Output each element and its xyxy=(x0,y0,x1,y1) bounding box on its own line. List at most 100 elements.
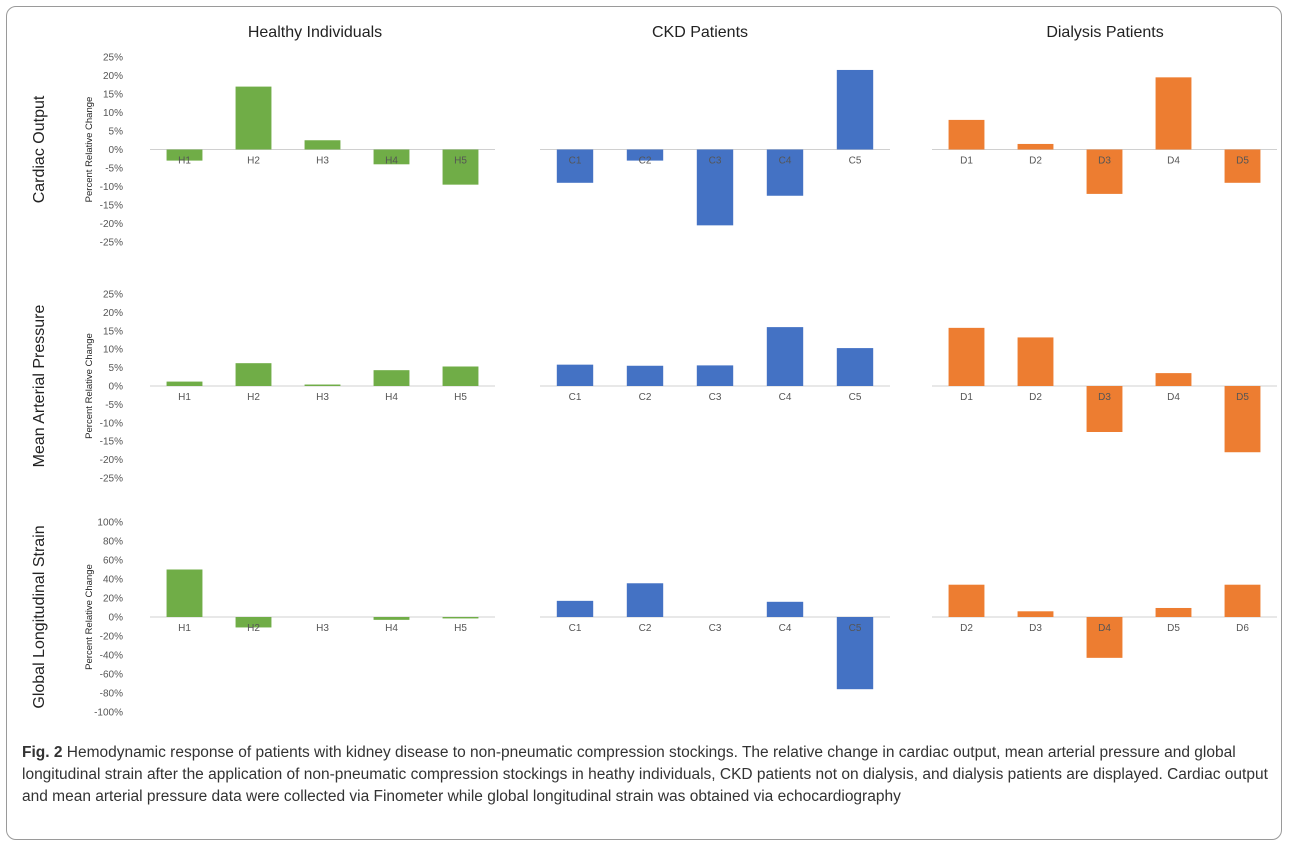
category-label: H5 xyxy=(454,392,467,403)
category-label: C5 xyxy=(849,156,862,167)
y-tick-label: 15% xyxy=(103,90,123,101)
y-tick-label: -20% xyxy=(100,219,123,230)
bar-d1 xyxy=(948,119,985,150)
category-label: D4 xyxy=(1167,392,1180,403)
bar-c5 xyxy=(836,348,874,386)
category-label: H3 xyxy=(316,392,329,403)
bar-d3 xyxy=(1017,611,1054,617)
y-tick-label: 60% xyxy=(103,556,123,567)
bar-h3 xyxy=(304,140,341,150)
y-tick-label: -100% xyxy=(94,708,123,719)
category-label: C5 xyxy=(849,392,862,403)
bar-h1 xyxy=(166,149,203,161)
category-label: C3 xyxy=(709,392,722,403)
row-title: Cardiac Output xyxy=(31,95,48,203)
y-tick-label: 40% xyxy=(103,575,123,586)
y-tick-label: 0% xyxy=(109,613,124,624)
category-label: C1 xyxy=(569,623,582,634)
column-title: Dialysis Patients xyxy=(1046,24,1163,41)
category-label: H1 xyxy=(178,392,191,403)
figure-label: Fig. 2 xyxy=(22,744,63,761)
y-tick-label: -60% xyxy=(100,670,123,681)
y-tick-label: -5% xyxy=(105,164,123,175)
y-tick-label: -20% xyxy=(100,632,123,643)
bar-d3 xyxy=(1086,149,1123,194)
bar-h2 xyxy=(235,363,272,386)
y-axis-label: Percent Relative Change xyxy=(84,564,95,670)
category-label: H2 xyxy=(247,392,260,403)
bar-c4 xyxy=(766,149,804,196)
y-tick-label: -5% xyxy=(105,400,123,411)
bar-d5 xyxy=(1224,149,1261,183)
category-label: H3 xyxy=(316,156,329,167)
y-tick-label: 10% xyxy=(103,345,123,356)
bar-c1 xyxy=(556,600,594,617)
bar-d5 xyxy=(1224,386,1261,453)
category-label: H1 xyxy=(178,623,191,634)
bar-c3 xyxy=(696,149,734,226)
y-tick-label: -25% xyxy=(100,238,123,249)
category-label: H1 xyxy=(178,156,191,167)
category-label: D1 xyxy=(960,156,973,167)
row-title: Global Longitudinal Strain xyxy=(31,525,48,708)
y-tick-label: -25% xyxy=(100,474,123,485)
category-label: D5 xyxy=(1236,156,1249,167)
bar-d3 xyxy=(1086,386,1123,432)
figure-caption: Fig. 2 Hemodynamic response of patients … xyxy=(22,742,1272,808)
category-label: C2 xyxy=(639,392,652,403)
y-tick-label: -20% xyxy=(100,455,123,466)
bar-d2 xyxy=(1017,337,1054,386)
category-label: D3 xyxy=(1029,623,1042,634)
row-title: Mean Arterial Pressure xyxy=(31,305,48,468)
category-label: C4 xyxy=(779,392,792,403)
caption-text: Hemodynamic response of patients with ki… xyxy=(22,744,1268,805)
y-tick-label: -10% xyxy=(100,182,123,193)
bar-c2 xyxy=(626,365,664,386)
bar-c1 xyxy=(556,149,594,183)
y-tick-label: -15% xyxy=(100,201,123,212)
category-label: D6 xyxy=(1236,623,1249,634)
y-tick-label: 20% xyxy=(103,594,123,605)
category-label: D3 xyxy=(1098,392,1111,403)
bar-h2 xyxy=(235,86,272,150)
y-tick-label: 0% xyxy=(109,145,124,156)
bar-h1 xyxy=(166,569,203,617)
category-label: D4 xyxy=(1167,156,1180,167)
category-label: D2 xyxy=(960,623,973,634)
bar-c2 xyxy=(626,583,664,617)
category-label: H4 xyxy=(385,623,398,634)
y-tick-label: 5% xyxy=(109,363,124,374)
category-label: D3 xyxy=(1098,156,1111,167)
bar-c3 xyxy=(696,365,734,386)
column-title: CKD Patients xyxy=(652,24,748,41)
bar-d4 xyxy=(1086,617,1123,658)
y-tick-label: 5% xyxy=(109,127,124,138)
y-tick-label: -10% xyxy=(100,418,123,429)
category-label: H5 xyxy=(454,156,467,167)
y-tick-label: 25% xyxy=(103,290,123,301)
category-label: D2 xyxy=(1029,392,1042,403)
category-label: C3 xyxy=(709,623,722,634)
category-label: H2 xyxy=(247,156,260,167)
y-tick-label: 100% xyxy=(97,518,123,529)
bar-h5 xyxy=(442,617,479,619)
category-label: D2 xyxy=(1029,156,1042,167)
bar-d4 xyxy=(1155,373,1192,386)
bar-d5 xyxy=(1155,607,1192,617)
category-label: D4 xyxy=(1098,623,1111,634)
bar-h1 xyxy=(166,381,203,386)
y-tick-label: 80% xyxy=(103,537,123,548)
y-axis-label: Percent Relative Change xyxy=(84,333,95,439)
bar-d2 xyxy=(948,584,985,617)
bar-c5 xyxy=(836,617,874,690)
category-label: C2 xyxy=(639,623,652,634)
category-label: C2 xyxy=(639,156,652,167)
bar-h4 xyxy=(373,149,410,165)
category-label: C1 xyxy=(569,392,582,403)
y-tick-label: 25% xyxy=(103,53,123,64)
y-tick-label: -15% xyxy=(100,437,123,448)
bar-c1 xyxy=(556,364,594,386)
bar-h5 xyxy=(442,366,479,386)
bar-d1 xyxy=(948,327,985,386)
category-label: C1 xyxy=(569,156,582,167)
